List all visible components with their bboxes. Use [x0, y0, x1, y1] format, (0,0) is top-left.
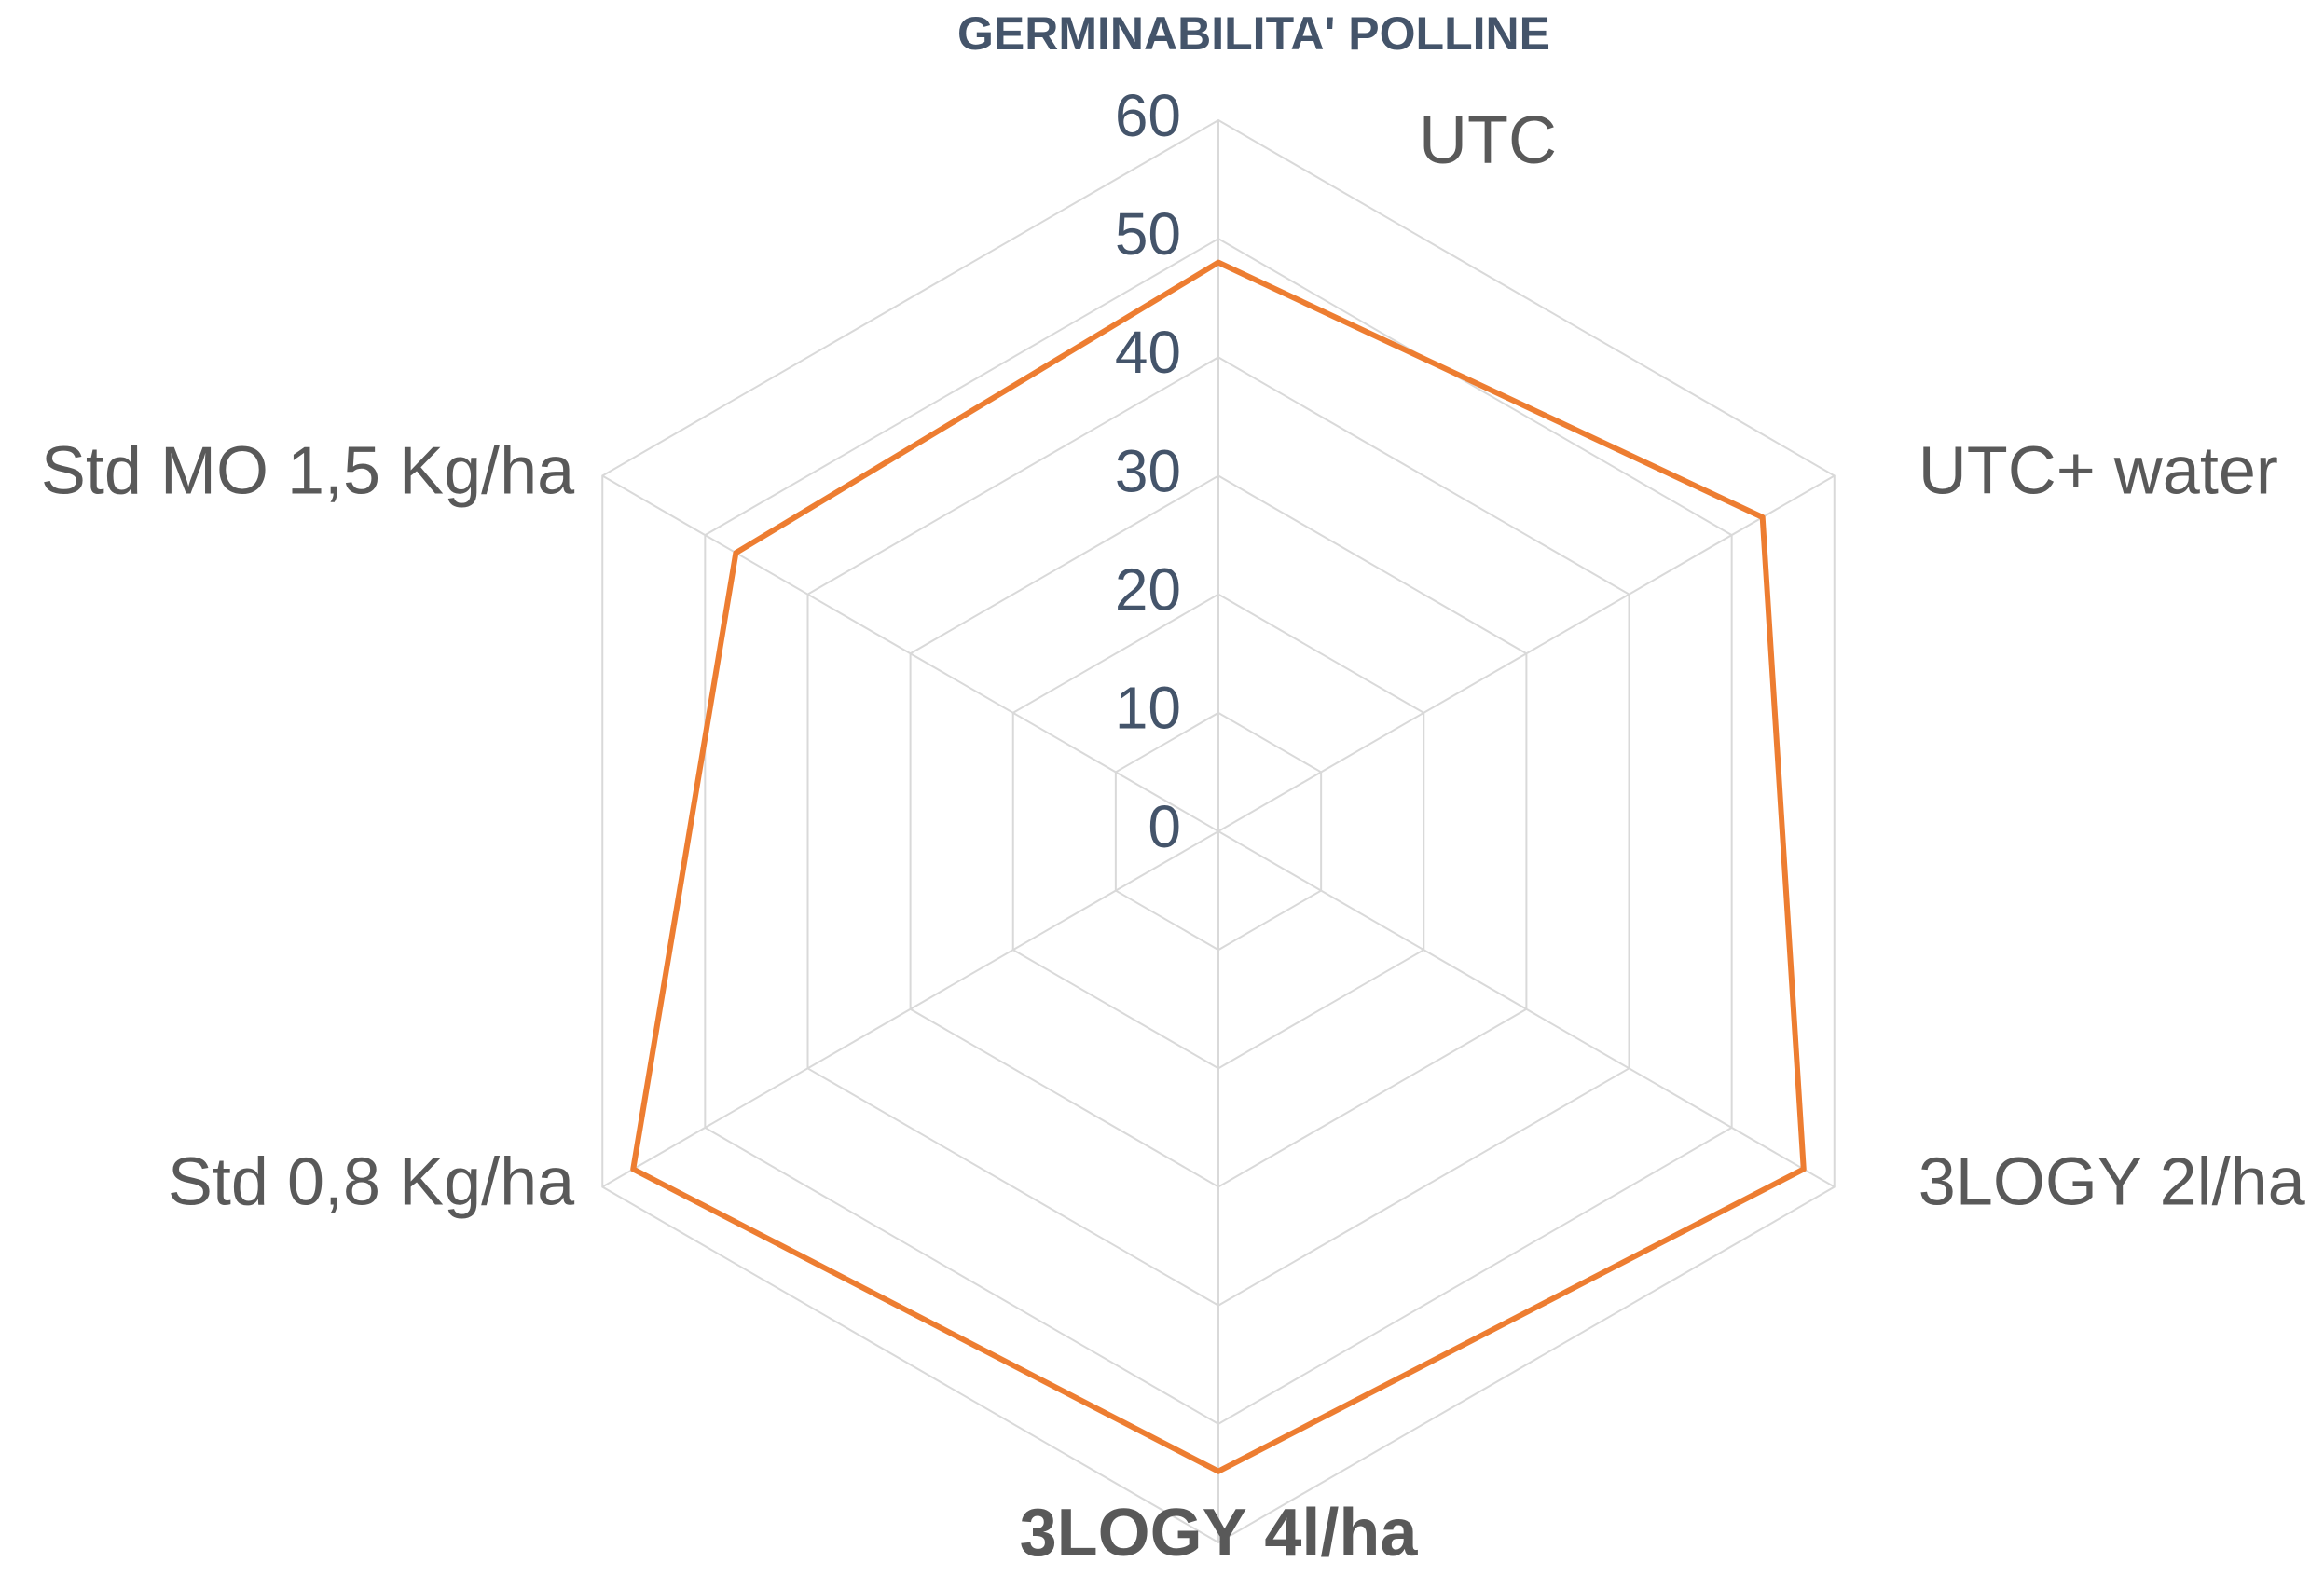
series-line	[630, 259, 1807, 1474]
spoke	[1217, 474, 1836, 832]
tick-label: 50	[1115, 200, 1181, 267]
tick-label: 0	[1148, 793, 1181, 860]
tick-label: 10	[1115, 675, 1181, 742]
tick-label: 30	[1115, 437, 1181, 504]
category-label: UTC+ water	[1918, 434, 2278, 509]
tick-label: 60	[1115, 82, 1181, 149]
category-label: 3LOGY 2l/ha	[1918, 1145, 2306, 1220]
spoke	[601, 474, 1219, 832]
category-label: UTC	[1419, 103, 1557, 178]
tick-label: 20	[1115, 556, 1181, 624]
category-label: Std 0,8 Kg/ha	[168, 1145, 575, 1220]
spoke	[601, 830, 1219, 1188]
category-label: Std MO 1,5 Kg/ha	[41, 434, 575, 509]
spoke	[1217, 830, 1836, 1188]
chart-title: GERMINABILITA' POLLINE	[957, 7, 1550, 60]
tick-label: 40	[1115, 319, 1181, 386]
category-label: 3LOGY 4l/ha	[1020, 1496, 1419, 1570]
